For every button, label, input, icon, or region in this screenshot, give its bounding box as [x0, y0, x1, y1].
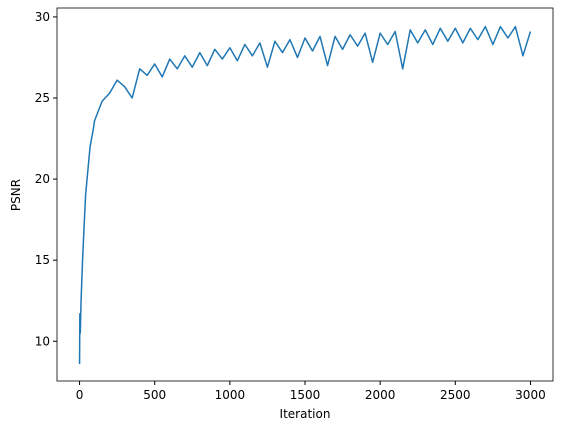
x-tick-label: 2500: [440, 388, 471, 402]
x-tick-label: 0: [76, 388, 84, 402]
x-axis-label: Iteration: [280, 407, 331, 421]
y-tick-label: 10: [35, 334, 50, 348]
plot-frame: [56, 7, 554, 382]
data-line: [78, 25, 532, 364]
y-tick-label: 30: [35, 10, 50, 24]
x-tick-label: 500: [143, 388, 166, 402]
y-tick-label: 15: [35, 253, 50, 267]
y-axis-label: PSNR: [9, 179, 23, 211]
y-tick-label: 25: [35, 91, 50, 105]
y-tick-label: 20: [35, 172, 50, 186]
x-tick-label: 1000: [215, 388, 246, 402]
x-tick-label: 2000: [365, 388, 396, 402]
x-tick-label: 3000: [515, 388, 546, 402]
x-tick-label: 1500: [290, 388, 321, 402]
